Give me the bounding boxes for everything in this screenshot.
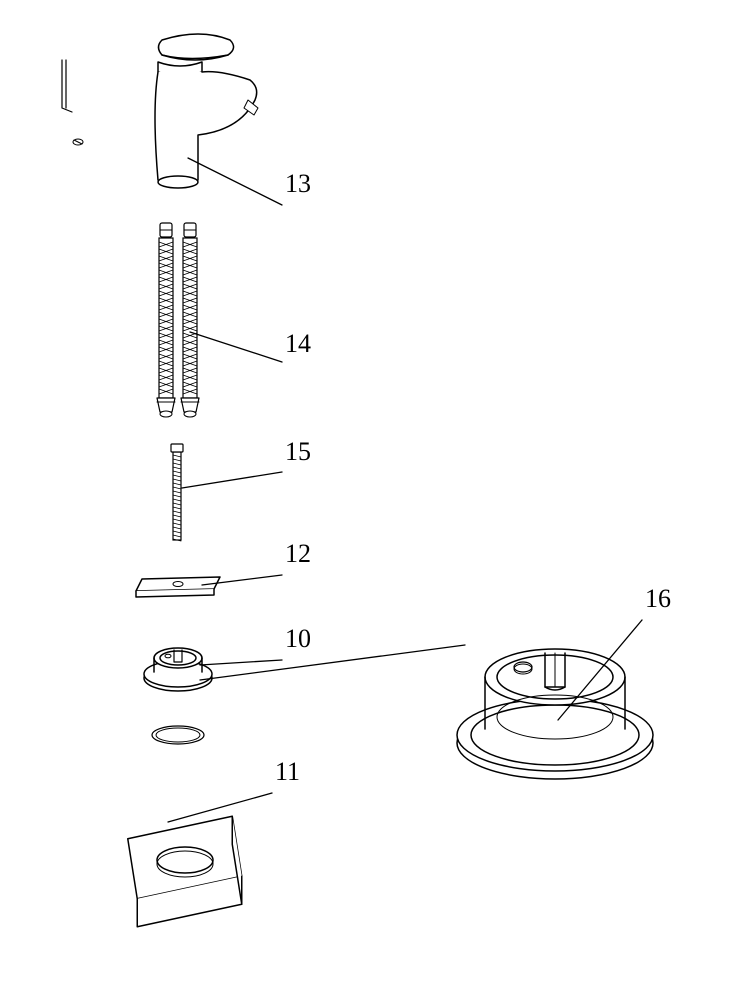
exploded-diagram	[0, 0, 754, 1000]
label-15: 15	[285, 437, 311, 467]
label-10: 10	[285, 624, 311, 654]
label-16: 16	[645, 584, 671, 614]
label-13: 13	[285, 169, 311, 199]
label-11: 11	[275, 757, 300, 787]
label-12: 12	[285, 539, 311, 569]
label-14: 14	[285, 329, 311, 359]
